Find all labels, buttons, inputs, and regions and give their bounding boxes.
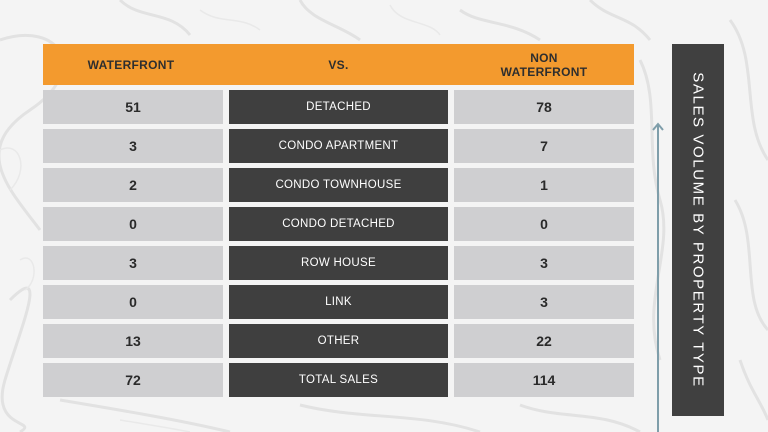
waterfront-total-value: 72 (43, 363, 223, 397)
waterfront-value: 3 (43, 246, 223, 280)
property-type-label: DETACHED (229, 90, 448, 124)
non-waterfront-value: 1 (454, 168, 634, 202)
total-sales-label: TOTAL SALES (229, 363, 448, 397)
table-row: 3 ROW HOUSE 3 (43, 246, 634, 280)
waterfront-value: 0 (43, 285, 223, 319)
waterfront-value: 0 (43, 207, 223, 241)
table-header: WATERFRONT VS. NON WATERFRONT (43, 44, 634, 85)
non-waterfront-value: 3 (454, 285, 634, 319)
property-type-label: LINK (229, 285, 448, 319)
up-arrow-icon (652, 122, 664, 432)
non-waterfront-total-value: 114 (454, 363, 634, 397)
property-type-label: OTHER (229, 324, 448, 358)
waterfront-value: 2 (43, 168, 223, 202)
table-row: 2 CONDO TOWNHOUSE 1 (43, 168, 634, 202)
table-row: 0 CONDO DETACHED 0 (43, 207, 634, 241)
waterfront-value: 51 (43, 90, 223, 124)
header-vs: VS. (328, 57, 349, 72)
waterfront-value: 3 (43, 129, 223, 163)
non-waterfront-value: 22 (454, 324, 634, 358)
property-type-label: CONDO DETACHED (229, 207, 448, 241)
header-non-waterfront-line1: NON (530, 50, 558, 65)
side-title-panel (672, 44, 724, 416)
header-non-waterfront-line2: WATERFRONT (500, 64, 588, 79)
non-waterfront-value: 78 (454, 90, 634, 124)
property-type-label: CONDO TOWNHOUSE (229, 168, 448, 202)
table-row: 3 CONDO APARTMENT 7 (43, 129, 634, 163)
header-waterfront: WATERFRONT (87, 57, 175, 72)
table-row: 51 DETACHED 78 (43, 90, 634, 124)
non-waterfront-value: 0 (454, 207, 634, 241)
property-type-label: ROW HOUSE (229, 246, 448, 280)
table-row-total: 72 TOTAL SALES 114 (43, 363, 634, 397)
side-title: SALES VOLUME BY PROPERTY TYPE (689, 72, 707, 388)
waterfront-value: 13 (43, 324, 223, 358)
non-waterfront-value: 3 (454, 246, 634, 280)
property-type-label: CONDO APARTMENT (229, 129, 448, 163)
non-waterfront-value: 7 (454, 129, 634, 163)
table-row: 0 LINK 3 (43, 285, 634, 319)
header-non-waterfront: NON WATERFRONT (454, 51, 634, 79)
table-row: 13 OTHER 22 (43, 324, 634, 358)
